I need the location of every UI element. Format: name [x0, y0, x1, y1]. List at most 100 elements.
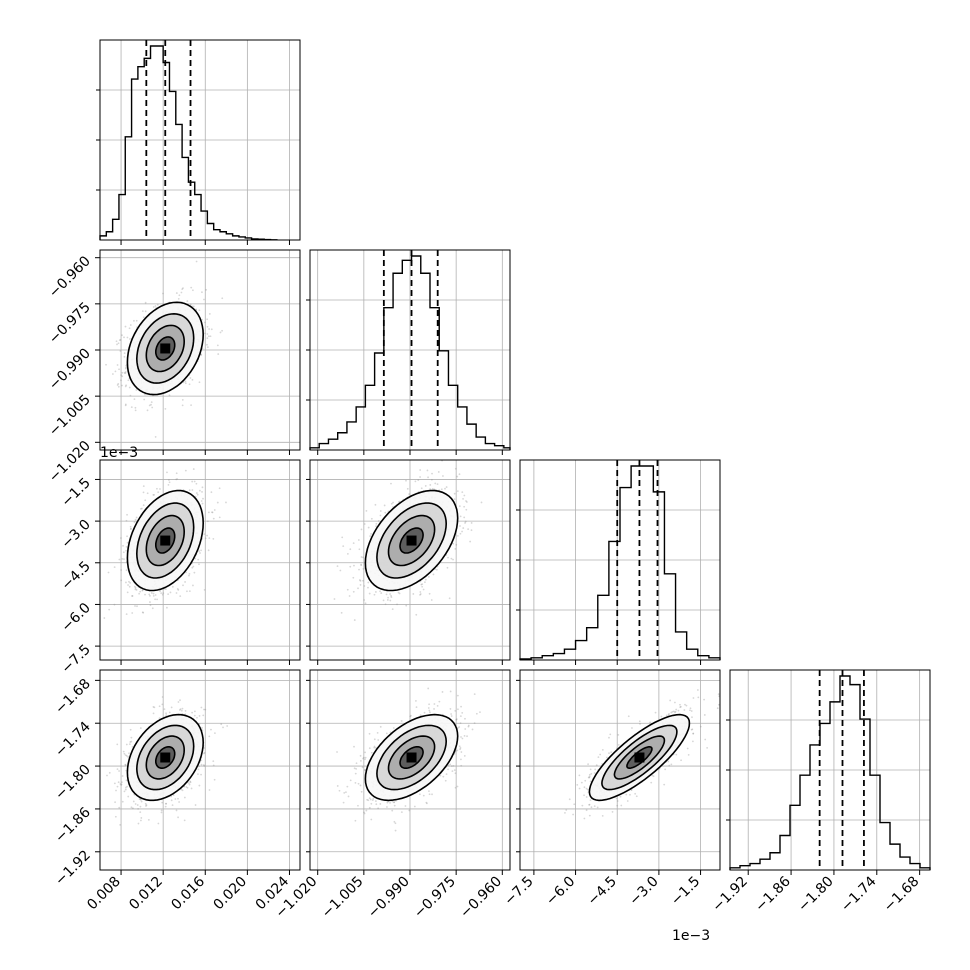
- sample-point: [196, 716, 198, 719]
- sample-point: [134, 803, 137, 805]
- x-tick-label: −1.80: [795, 874, 837, 916]
- sample-point: [375, 525, 377, 528]
- sample-point: [208, 537, 211, 540]
- sample-point: [363, 812, 366, 815]
- sample-point: [124, 385, 127, 388]
- sample-point: [210, 328, 213, 331]
- sample-point: [392, 501, 394, 504]
- sample-point: [158, 705, 161, 708]
- sample-point: [177, 297, 180, 300]
- sample-point: [417, 479, 420, 482]
- sample-point: [208, 735, 211, 738]
- sample-point: [200, 759, 203, 762]
- sample-point: [216, 501, 219, 504]
- sample-point: [419, 593, 421, 596]
- sample-point: [129, 728, 132, 731]
- sample-point: [358, 568, 360, 571]
- sample-point: [190, 787, 193, 790]
- sample-point: [419, 591, 422, 593]
- sample-point: [192, 565, 195, 568]
- sample-point: [128, 743, 131, 746]
- sample-point: [130, 527, 132, 530]
- sample-point: [106, 774, 108, 777]
- sample-point: [129, 528, 132, 531]
- sample-point: [364, 756, 367, 759]
- sample-point: [123, 336, 125, 339]
- sample-point: [191, 711, 194, 714]
- sample-point: [419, 469, 422, 471]
- panel-frame: [729, 669, 931, 871]
- sample-point: [459, 748, 461, 751]
- histogram-step: [99, 45, 278, 241]
- sample-point: [188, 783, 191, 786]
- density-layer: [333, 456, 483, 621]
- sample-point: [154, 436, 157, 438]
- sample-point: [405, 604, 408, 607]
- sample-point: [199, 489, 201, 492]
- sample-point: [448, 597, 451, 600]
- sample-point: [129, 324, 132, 326]
- sample-point: [147, 818, 150, 821]
- sample-point: [362, 567, 365, 570]
- sample-point: [188, 383, 191, 386]
- y-tick-label: −7.5: [58, 642, 93, 677]
- sample-point: [130, 806, 133, 809]
- sample-point: [194, 557, 197, 560]
- sample-point: [164, 588, 167, 591]
- sample-point: [108, 771, 111, 774]
- sample-point: [453, 456, 455, 458]
- sample-point: [114, 801, 116, 804]
- sample-point: [367, 526, 370, 529]
- y-tick-label: −6.0: [58, 600, 93, 635]
- sample-point: [429, 711, 431, 714]
- sample-point: [480, 501, 483, 504]
- sample-point: [131, 595, 134, 597]
- sample-point: [134, 406, 137, 409]
- sample-point: [181, 404, 184, 407]
- sample-point: [116, 384, 119, 386]
- sample-point: [134, 588, 137, 591]
- sample-point: [165, 712, 167, 715]
- sample-point: [219, 331, 222, 334]
- sample-point: [431, 793, 433, 796]
- x-tick-label: 0.008: [84, 874, 124, 914]
- sample-point: [414, 480, 417, 483]
- sample-point: [166, 606, 168, 609]
- sample-point: [201, 486, 204, 489]
- sample-point: [459, 525, 461, 527]
- sample-point: [406, 487, 409, 490]
- sample-point: [103, 617, 106, 619]
- sample-point: [415, 706, 418, 708]
- sample-point: [150, 592, 153, 594]
- sample-point: [96, 813, 98, 815]
- contour-line: [155, 527, 176, 554]
- sample-point: [164, 408, 167, 410]
- x-tick-label: −1.92: [709, 874, 751, 916]
- sample-point: [200, 773, 202, 776]
- contour-line: [126, 301, 205, 396]
- sample-point: [141, 589, 144, 592]
- sample-point: [165, 802, 167, 805]
- sample-point: [348, 595, 351, 597]
- sample-point: [428, 703, 431, 706]
- sample-point: [362, 579, 364, 582]
- sample-point: [204, 708, 207, 711]
- sample-point: [358, 548, 361, 551]
- sample-point: [213, 778, 216, 781]
- sample-point: [217, 353, 220, 355]
- sample-point: [140, 819, 142, 822]
- sample-point: [126, 541, 129, 544]
- sample-point: [459, 722, 462, 725]
- sample-point: [216, 344, 219, 347]
- sample-point: [116, 785, 119, 788]
- sample-point: [203, 747, 206, 749]
- sample-point: [408, 493, 411, 495]
- sample-point: [360, 556, 363, 558]
- sample-point: [193, 480, 196, 483]
- sample-point: [130, 406, 133, 409]
- sample-point: [190, 286, 193, 289]
- sample-point: [380, 592, 383, 594]
- contour-line: [364, 489, 459, 592]
- sample-point: [440, 488, 443, 491]
- sample-point: [120, 784, 123, 786]
